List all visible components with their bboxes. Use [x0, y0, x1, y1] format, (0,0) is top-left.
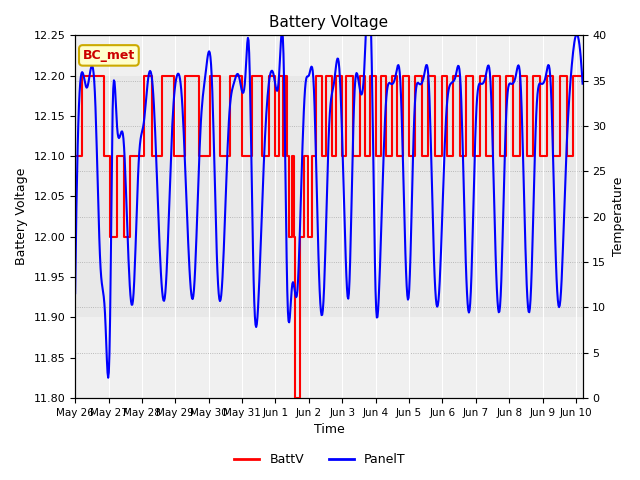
Y-axis label: Temperature: Temperature: [612, 177, 625, 256]
Title: Battery Voltage: Battery Voltage: [269, 15, 388, 30]
Text: BC_met: BC_met: [83, 49, 135, 62]
Y-axis label: Battery Voltage: Battery Voltage: [15, 168, 28, 265]
Legend: BattV, PanelT: BattV, PanelT: [229, 448, 411, 471]
X-axis label: Time: Time: [314, 423, 344, 436]
Bar: [75, 76, 582, 317]
